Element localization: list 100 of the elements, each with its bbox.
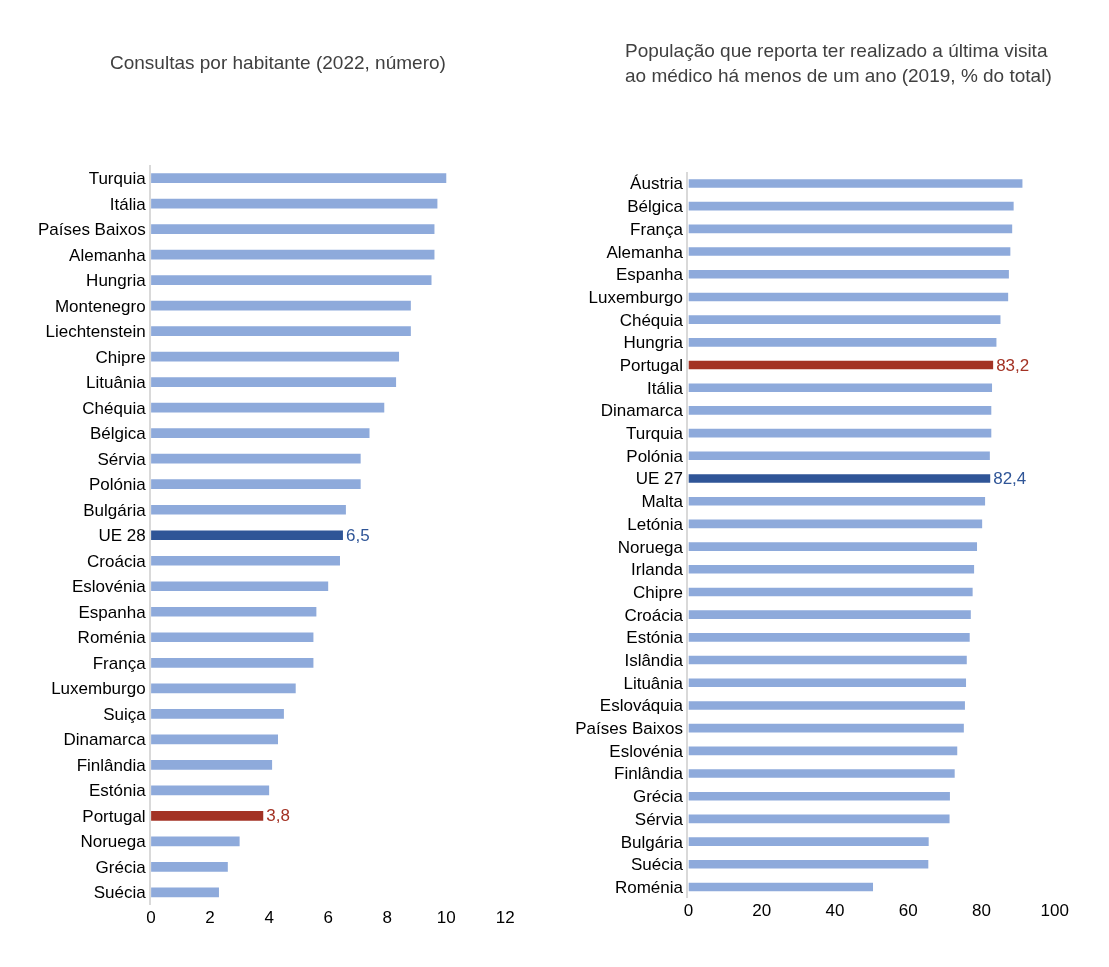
- x-tick-label: 8: [382, 908, 392, 928]
- bar: [688, 519, 983, 529]
- x-tick-label: 4: [264, 908, 274, 928]
- y-tick-label: Países Baixos: [37, 220, 146, 240]
- y-tick-label: Itália: [647, 378, 684, 398]
- y-tick-label: Noruega: [80, 832, 147, 852]
- y-tick-label: Espanha: [615, 265, 684, 285]
- y-tick-label: Luxemburgo: [588, 287, 684, 307]
- y-tick-label: Luxemburgo: [51, 679, 146, 699]
- y-tick-label: Grécia: [95, 857, 147, 877]
- y-tick-label: Suécia: [631, 855, 684, 875]
- bar: [151, 326, 411, 337]
- bar: [688, 587, 973, 597]
- bar: [151, 606, 317, 617]
- y-tick-label: Montenegro: [54, 296, 146, 316]
- y-tick-label: Portugal: [82, 806, 146, 826]
- y-tick-label: UE 27: [635, 469, 684, 489]
- y-tick-label: Turquia: [88, 169, 147, 189]
- bar: [151, 683, 296, 694]
- bar: [151, 198, 438, 209]
- x-tick-label: 0: [683, 901, 694, 921]
- bar: [151, 530, 343, 541]
- y-tick-label: Portugal: [619, 355, 684, 375]
- bar: [688, 837, 929, 846]
- y-tick-label: Estónia: [88, 781, 147, 801]
- y-tick-label: Croácia: [624, 605, 684, 625]
- y-tick-label: Roménia: [614, 877, 684, 897]
- y-tick-label: Lituânia: [623, 673, 684, 693]
- bar: [688, 791, 950, 801]
- bar: [688, 633, 970, 642]
- bar: [688, 292, 1009, 302]
- bar: [688, 360, 994, 370]
- y-tick-label: Dinamarca: [63, 730, 147, 750]
- y-tick-label: Polónia: [88, 475, 147, 495]
- bar: [688, 723, 964, 733]
- y-tick-label: França: [630, 219, 684, 239]
- bar: [151, 759, 273, 770]
- y-tick-label: Alemanha: [69, 245, 147, 265]
- bar: [688, 383, 993, 393]
- y-tick-label: Hungria: [623, 333, 684, 353]
- x-tick-label: 60: [898, 901, 918, 921]
- y-tick-label: Espanha: [78, 602, 147, 622]
- bar: [151, 734, 278, 745]
- y-tick-label: Polónia: [626, 446, 684, 466]
- chart-title: População que reporta ter realizado a última visita ao médico há menos de um ano (2019, % do total): [625, 40, 1052, 86]
- y-tick-label: Roménia: [77, 628, 147, 648]
- y-tick-label: Sérvia: [97, 449, 147, 469]
- bar: [151, 708, 284, 719]
- y-tick-label: Lituânia: [86, 373, 147, 393]
- y-tick-label: Finlândia: [614, 764, 684, 784]
- bar: [688, 564, 975, 574]
- y-tick-label: Áustria: [630, 174, 684, 194]
- bar: [151, 810, 264, 821]
- bar: [688, 315, 1001, 324]
- x-tick-label: 100: [1040, 901, 1069, 921]
- x-tick-label: 12: [495, 908, 515, 928]
- bar: [688, 882, 874, 892]
- bar: [151, 657, 314, 668]
- y-tick-label: Chéquia: [82, 398, 147, 418]
- bar: [688, 701, 965, 710]
- y-tick-label: Eslovénia: [609, 741, 684, 761]
- bar: [688, 338, 997, 347]
- x-tick-label: 20: [752, 901, 772, 921]
- y-tick-label: Eslováquia: [599, 696, 684, 716]
- bar: [688, 224, 1013, 234]
- y-tick-label: Bélgica: [89, 424, 147, 444]
- bar: [688, 496, 986, 506]
- y-tick-label: Irlanda: [631, 560, 684, 580]
- bar: [151, 555, 340, 566]
- bar: [688, 542, 978, 551]
- bar: [151, 785, 270, 796]
- y-tick-label: Estónia: [626, 628, 684, 648]
- y-tick-label: Países Baixos: [575, 719, 684, 739]
- bar: [688, 428, 992, 438]
- y-tick-label: Suécia: [93, 883, 147, 903]
- y-tick-label: UE 28: [98, 526, 146, 546]
- y-tick-label: Chéquia: [619, 310, 684, 330]
- y-tick-label: Letónia: [627, 514, 684, 534]
- bar: [688, 201, 1014, 211]
- bar: [151, 453, 361, 464]
- y-tick-label: Chipre: [632, 582, 684, 602]
- y-tick-label: Chipre: [95, 347, 146, 367]
- bar: [151, 224, 435, 234]
- data-label: 82,4: [993, 469, 1027, 488]
- bar: [151, 862, 228, 872]
- bar: [688, 247, 1011, 256]
- x-tick-label: 80: [971, 901, 991, 921]
- bar: [151, 173, 447, 183]
- y-tick-label: Suiça: [103, 704, 147, 724]
- bar: [151, 504, 346, 515]
- data-label: 6,5: [345, 525, 370, 545]
- data-label: 3,8: [266, 806, 290, 826]
- bar: [688, 451, 990, 461]
- bar: [151, 402, 385, 413]
- y-tick-label: Malta: [641, 492, 684, 512]
- x-tick-label: 0: [146, 908, 156, 928]
- bar: [151, 836, 240, 847]
- bar: [151, 275, 432, 285]
- chart-title: Consultas por habitante (2022, número): [110, 52, 446, 73]
- bar: [151, 581, 329, 592]
